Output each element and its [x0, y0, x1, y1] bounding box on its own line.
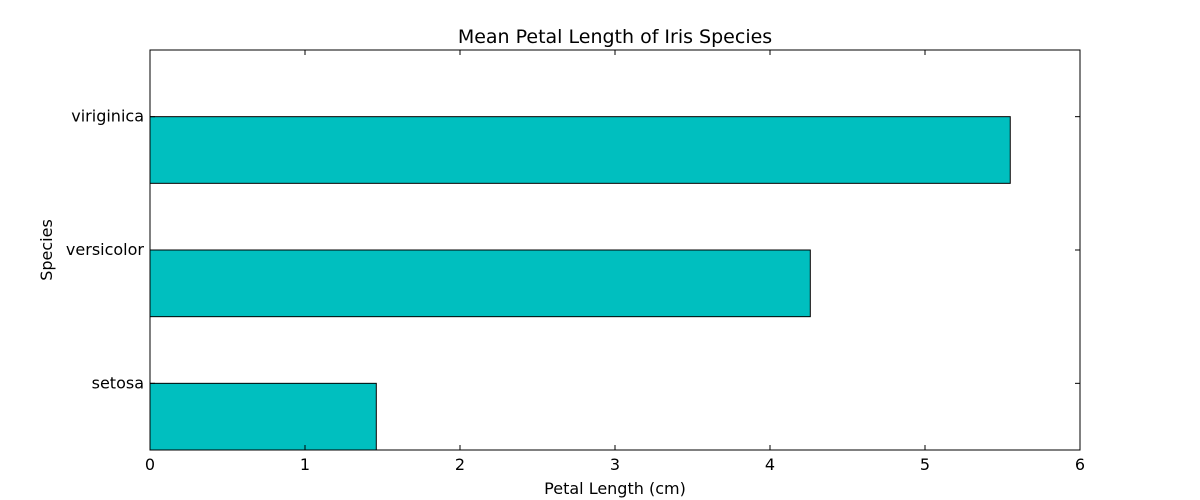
- x-tick-label-3: 3: [610, 455, 620, 474]
- plot-area-frame: [149, 49, 1081, 451]
- x-tick-label-4: 4: [765, 455, 775, 474]
- bar-versicolor: [149, 249, 811, 318]
- x-tick-label-1: 1: [300, 455, 310, 474]
- y-tick-label-versicolor: versicolor: [66, 240, 144, 259]
- y-axis-label: Species: [37, 219, 56, 281]
- y-tick-label-setosa: setosa: [92, 373, 144, 392]
- x-tick-label-2: 2: [455, 455, 465, 474]
- y-tick-label-viriginica: viriginica: [71, 107, 144, 126]
- x-tick-label-0: 0: [145, 455, 155, 474]
- bar-viriginica: [149, 116, 1011, 184]
- ticks-layer: setosa versicolor viriginica 0 1 2 3 4 5 6: [66, 50, 1085, 474]
- bars-layer: [149, 116, 1011, 451]
- bar-setosa: [149, 382, 377, 451]
- x-tick-label-5: 5: [920, 455, 930, 474]
- x-tick-label-6: 6: [1075, 455, 1085, 474]
- x-axis-label: Petal Length (cm): [544, 479, 686, 498]
- chart-title: Mean Petal Length of Iris Species: [458, 26, 772, 48]
